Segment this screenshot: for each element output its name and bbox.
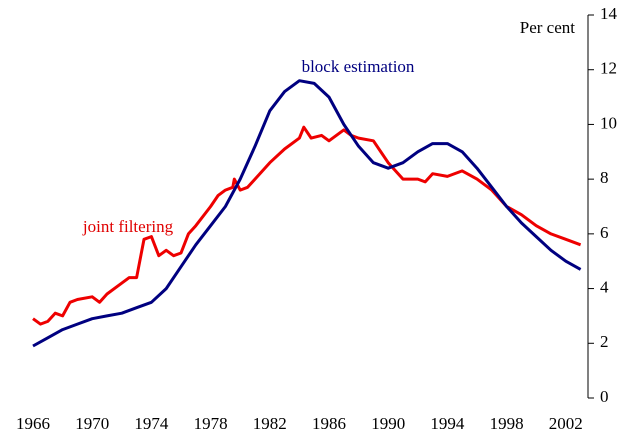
x-tick-label: 1978 (194, 414, 228, 433)
x-tick-label: 1970 (75, 414, 109, 433)
x-tick-label: 1974 (134, 414, 169, 433)
x-tick-label: 2002 (549, 414, 583, 433)
annotation: block estimation (302, 57, 415, 76)
x-tick-label: 1990 (371, 414, 405, 433)
series-line (32, 79, 582, 348)
x-tick-label: 1998 (490, 414, 524, 433)
y-tick-label: 10 (600, 113, 617, 132)
annotation: joint filtering (82, 217, 174, 236)
y-tick-label: 0 (600, 387, 609, 406)
y-tick-label: 2 (600, 332, 609, 351)
y-tick-label: 8 (600, 168, 609, 187)
y-axis-label: Per cent (520, 18, 576, 37)
y-tick-label: 12 (600, 59, 617, 78)
x-tick-label: 1986 (312, 414, 346, 433)
x-tick-label: 1966 (16, 414, 50, 433)
x-tick-label: 1982 (253, 414, 287, 433)
series-line (32, 125, 582, 326)
y-tick-label: 4 (600, 277, 609, 296)
y-tick-label: 6 (600, 223, 609, 242)
y-tick-label: 14 (600, 4, 618, 23)
x-tick-label: 1994 (430, 414, 465, 433)
